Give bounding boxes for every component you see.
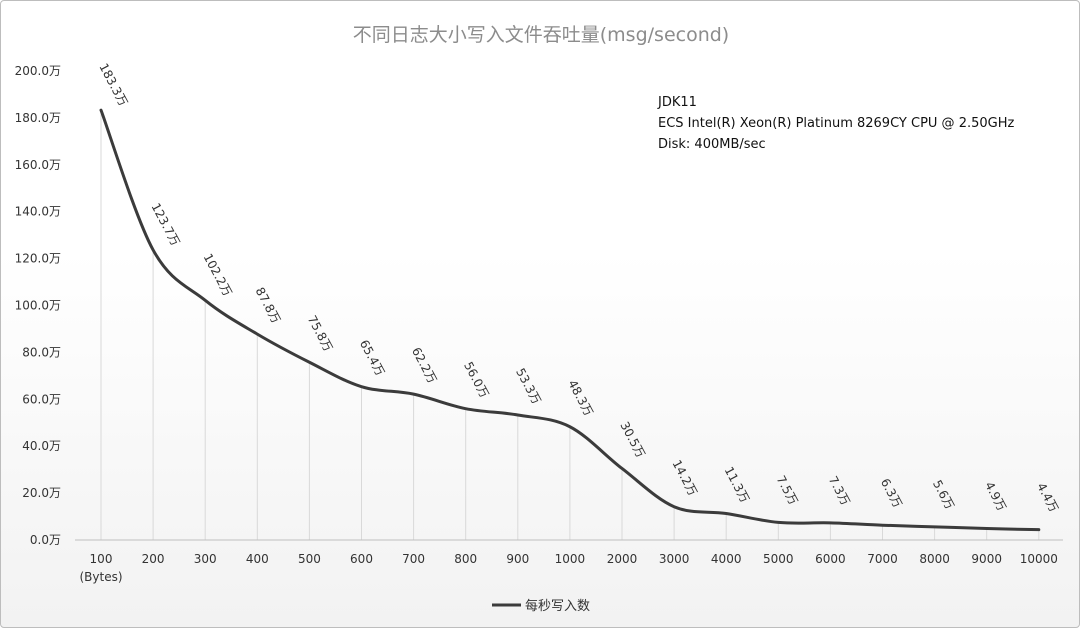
data-label: 62.2万 bbox=[409, 345, 440, 386]
annotation-box: JDK11 ECS Intel(R) Xeon(R) Platinum 8269… bbox=[657, 95, 1014, 152]
x-tick-label: 7000 bbox=[867, 552, 898, 566]
x-tick-label: 200 bbox=[142, 552, 165, 566]
data-label: 5.6万 bbox=[930, 478, 957, 512]
x-tick-label: 6000 bbox=[815, 552, 846, 566]
legend: 每秒写入数 bbox=[492, 598, 590, 614]
y-tick-label: 200.0万 bbox=[15, 64, 61, 78]
data-label: 65.4万 bbox=[357, 337, 388, 378]
data-label: 7.5万 bbox=[774, 473, 801, 507]
legend-label: 每秒写入数 bbox=[525, 598, 590, 614]
annotation-line: ECS Intel(R) Xeon(R) Platinum 8269CY CPU… bbox=[658, 116, 1014, 131]
x-tick-label: 8000 bbox=[919, 552, 950, 566]
data-label: 14.2万 bbox=[669, 458, 700, 499]
series-line bbox=[99, 108, 1041, 532]
data-label: 53.3万 bbox=[513, 366, 544, 407]
annotation-line: JDK11 bbox=[657, 95, 697, 110]
y-tick-label: 160.0万 bbox=[15, 158, 61, 172]
x-tick-label: 900 bbox=[506, 552, 529, 566]
y-tick-label: 40.0万 bbox=[22, 439, 61, 453]
y-tick-label: 100.0万 bbox=[15, 299, 61, 313]
y-tick-label: 60.0万 bbox=[22, 392, 61, 406]
data-label: 75.8万 bbox=[305, 313, 336, 354]
y-tick-label: 20.0万 bbox=[22, 486, 61, 500]
data-label: 102.2万 bbox=[201, 251, 235, 299]
data-label: 4.4万 bbox=[1034, 481, 1061, 515]
series-line-group bbox=[99, 108, 1041, 532]
data-label: 48.3万 bbox=[565, 378, 596, 419]
x-tick-label: 10000 bbox=[1020, 552, 1058, 566]
data-label: 7.3万 bbox=[826, 474, 853, 508]
y-tick-label: 180.0万 bbox=[15, 111, 61, 125]
x-tick-label: 4000 bbox=[711, 552, 742, 566]
chart-title: 不同日志大小写入文件吞吐量(msg/second) bbox=[353, 24, 729, 46]
x-tick-label: 3000 bbox=[659, 552, 690, 566]
x-tick-label: 800 bbox=[454, 552, 477, 566]
x-tick-label: 2000 bbox=[607, 552, 638, 566]
data-label: 11.3万 bbox=[722, 464, 753, 505]
x-tick-label: 300 bbox=[194, 552, 217, 566]
data-label: 30.5万 bbox=[617, 419, 648, 460]
data-label: 87.8万 bbox=[253, 285, 284, 326]
data-label: 56.0万 bbox=[461, 360, 492, 401]
x-tick-label: 400 bbox=[246, 552, 269, 566]
data-label: 4.9万 bbox=[982, 479, 1009, 513]
y-tick-label: 80.0万 bbox=[22, 345, 61, 359]
drop-lines bbox=[100, 110, 1040, 540]
x-unit-label: (Bytes) bbox=[79, 570, 122, 584]
x-tick-label: 1000 bbox=[555, 552, 586, 566]
data-label: 183.3万 bbox=[96, 61, 130, 109]
y-tick-label: 140.0万 bbox=[15, 205, 61, 219]
y-tick-label: 0.0万 bbox=[30, 533, 61, 547]
x-tick-label: 600 bbox=[350, 552, 373, 566]
x-tick-label: 500 bbox=[298, 552, 321, 566]
x-tick-label: 5000 bbox=[763, 552, 794, 566]
y-tick-label: 120.0万 bbox=[15, 252, 61, 266]
x-tick-label: 700 bbox=[402, 552, 425, 566]
x-tick-label: 100 bbox=[90, 552, 113, 566]
data-label: 6.3万 bbox=[878, 476, 905, 510]
x-tick-label: 9000 bbox=[971, 552, 1002, 566]
x-axis: 100 200 300 400 500 600 700 800 900 1000 2000 3000 4… bbox=[75, 539, 1063, 584]
annotation-line: Disk: 400MB/sec bbox=[658, 137, 766, 152]
data-label: 123.7万 bbox=[148, 201, 182, 249]
y-axis: 0.0万 20.0万 40.0万 60.0万 80.0万 100.0万 120.0万 140.… bbox=[15, 64, 61, 547]
